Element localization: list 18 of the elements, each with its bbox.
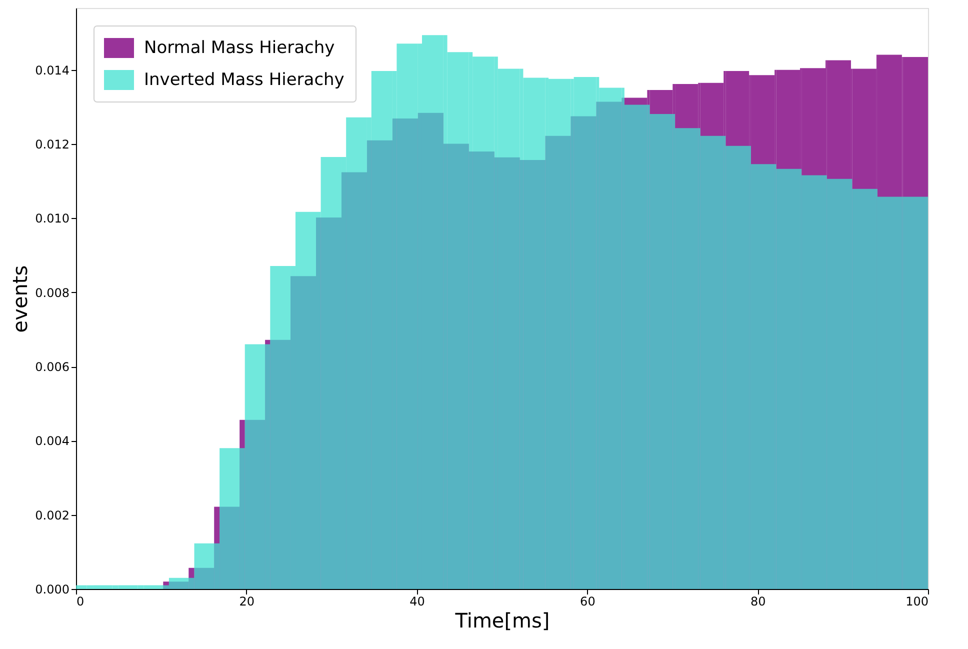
y-axis-title: events xyxy=(8,265,32,333)
y-tick-label: 0.002 xyxy=(35,508,70,522)
x-axis-title: Time[ms] xyxy=(454,608,550,632)
x-tick-label: 20 xyxy=(239,594,255,608)
y-tick-label: 0.012 xyxy=(35,138,70,152)
x-tick-label: 60 xyxy=(580,594,596,608)
y-tick-label: 0.004 xyxy=(35,434,70,448)
x-tick-label: 0 xyxy=(76,594,84,608)
legend-label: Normal Mass Hierachy xyxy=(144,38,335,58)
legend-label: Inverted Mass Hierachy xyxy=(144,70,344,90)
y-tick-label: 0.014 xyxy=(35,63,70,78)
x-tick-label: 100 xyxy=(906,594,928,608)
y-tick-label: 0.006 xyxy=(35,360,70,374)
x-tick-label: 80 xyxy=(750,594,766,608)
x-tick-label: 40 xyxy=(410,594,425,608)
y-tick-label: 0.010 xyxy=(35,212,70,226)
y-tick-label: 0.008 xyxy=(35,286,70,300)
y-tick-label: 0.000 xyxy=(35,582,70,596)
